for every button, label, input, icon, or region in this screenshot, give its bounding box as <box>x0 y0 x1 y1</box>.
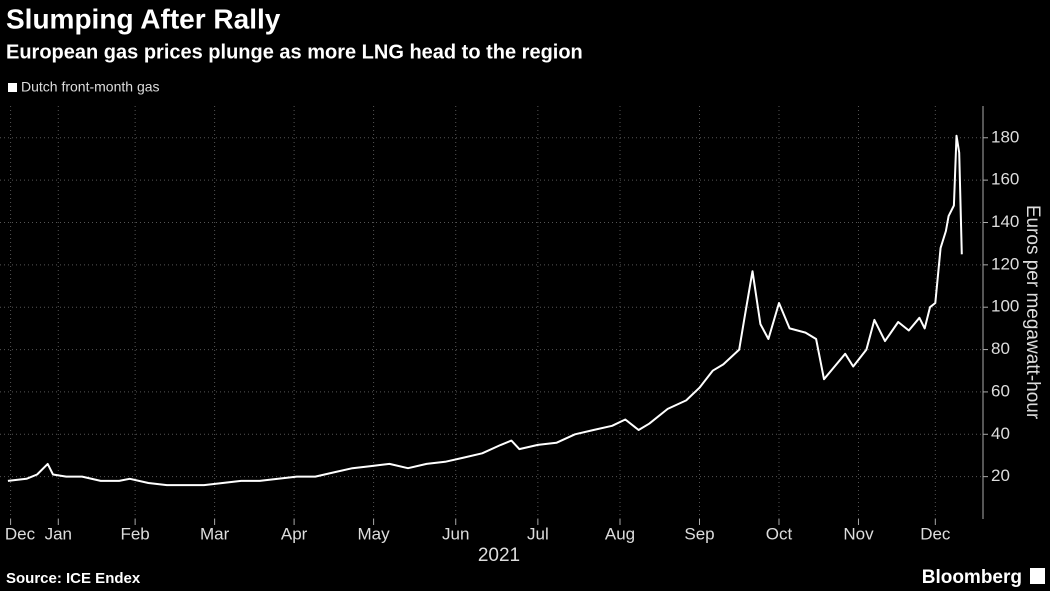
x-axis-label: 2021 <box>478 545 520 566</box>
y-tick-label: 40 <box>991 424 1010 443</box>
legend-label: Dutch front-month gas <box>21 79 160 95</box>
brand-icon <box>1030 568 1045 584</box>
y-tick-label: 180 <box>991 127 1019 146</box>
chart-subtitle: European gas prices plunge as more LNG h… <box>6 41 583 63</box>
y-tick-label: 80 <box>991 339 1010 358</box>
x-tick-label: May <box>358 524 391 543</box>
x-tick-label: Jun <box>442 524 469 543</box>
y-tick-label: 100 <box>991 297 1019 316</box>
y-tick-label: 60 <box>991 381 1010 400</box>
x-tick-label: Feb <box>120 524 149 543</box>
x-tick-label: Oct <box>766 524 793 543</box>
x-tick-label: Mar <box>200 524 230 543</box>
brand: Bloomberg <box>922 567 1022 588</box>
x-tick-label: Jan <box>45 524 72 543</box>
x-tick-label: Dec <box>5 524 36 543</box>
line <box>7 134 963 487</box>
y-axis-label: Euros per megawatt-hour <box>1022 205 1043 420</box>
x-tick-label: Sep <box>684 524 714 543</box>
legend-swatch <box>8 83 17 92</box>
chart-title: Slumping After Rally <box>6 3 281 34</box>
source: Source: ICE Endex <box>6 570 141 587</box>
y-tick-label: 140 <box>991 212 1019 231</box>
x-tick-label: Dec <box>920 524 951 543</box>
y-tick-label: 20 <box>991 466 1010 485</box>
x-tick-label: Jul <box>527 524 549 543</box>
y-tick-label: 160 <box>991 170 1019 189</box>
x-tick-label: Nov <box>843 524 874 543</box>
y-tick-label: 120 <box>991 254 1019 273</box>
x-tick-label: Aug <box>605 524 635 543</box>
x-tick-label: Apr <box>281 524 308 543</box>
